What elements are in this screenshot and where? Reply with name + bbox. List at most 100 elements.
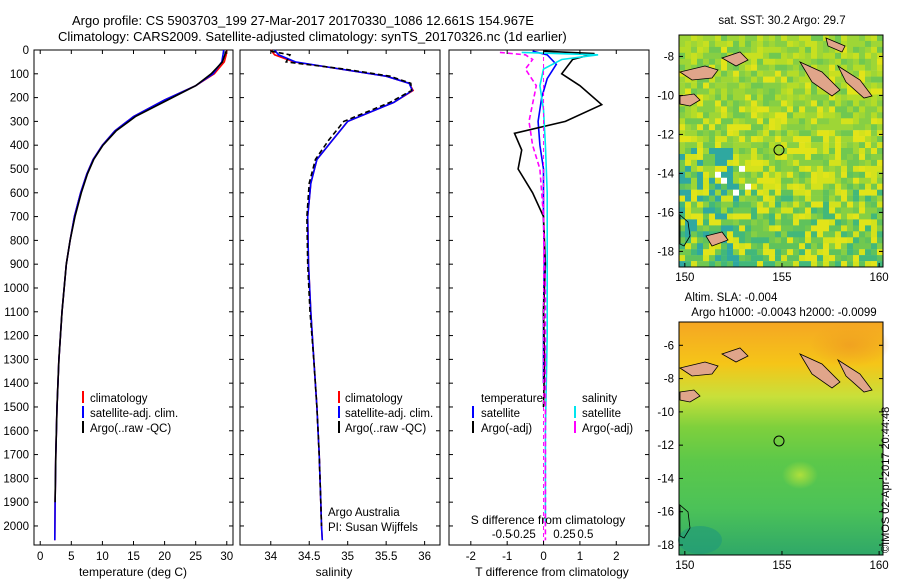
- temperature-legend: climatology satellite-adj. clim. Argo(..…: [82, 391, 178, 435]
- depth-tick-label: 1000: [3, 283, 29, 295]
- depth-tick-label: 700: [10, 212, 29, 224]
- x-tick-label: 10: [96, 551, 109, 563]
- island-outline: [679, 93, 701, 107]
- lat-tick-label: -6: [664, 340, 674, 352]
- argo-profile-marker: [773, 435, 785, 447]
- depth-tick-label: 900: [10, 259, 29, 271]
- depth-axis-ticks: 0 100 200 300 400 500 600 700 800 900 1000 1100 1200…: [3, 45, 233, 533]
- depth-tick-label: 1800: [3, 473, 29, 485]
- island-outline: [825, 37, 846, 53]
- temperature-panel: 0100200300400500600700800900100011001200…: [3, 45, 234, 579]
- lat-tick-label: -10: [657, 90, 674, 102]
- depth-tick-label: 1400: [3, 378, 29, 390]
- x-tick-label: -1: [502, 551, 512, 563]
- depth-tick-label: 100: [10, 69, 29, 81]
- legend-label-satellite: satellite-adj. clim.: [90, 408, 178, 420]
- legend-label-temp-argo: Argo(-adj): [481, 423, 532, 435]
- australia-coast: [679, 214, 691, 247]
- x-tick-label: 1: [577, 551, 583, 563]
- x-tick-label: 5: [68, 551, 74, 563]
- coastlines: [679, 37, 873, 247]
- salinity-difference-tick-label: 0.5: [577, 529, 593, 541]
- sst-map: sat. SST: 30.2 Argo: 29.7 -8 -10 -12 -14 -16…: [657, 15, 888, 284]
- imos-timestamp: ©IMOS 02-Apr-2017 20:44:48: [880, 406, 892, 553]
- series-line-salinity-argo-adj-: [499, 51, 547, 541]
- depth-tick-label: 500: [10, 164, 29, 176]
- island-outline: [679, 65, 719, 81]
- lat-tick-label: -12: [657, 440, 674, 452]
- lat-tick-label: -16: [657, 207, 674, 219]
- legend-label-temp-satellite: satellite: [481, 408, 520, 420]
- difference-depth-ticks: [449, 49, 649, 527]
- lat-tick-label: -10: [657, 407, 674, 419]
- salinity-difference-axis-label: S difference from climatology: [471, 513, 626, 527]
- x-tick-label: 15: [127, 551, 140, 563]
- x-tick-label: 36: [418, 551, 431, 563]
- lat-tick-label: -16: [657, 507, 674, 519]
- depth-tick-label: 1700: [3, 450, 29, 462]
- island-outline: [721, 347, 749, 363]
- depth-tick-label: 1500: [3, 402, 29, 414]
- sla-anomaly-patch: [782, 461, 818, 489]
- series-line-temperature-argo-adj-: [513, 50, 604, 408]
- lon-tick-label: 160: [870, 560, 889, 572]
- lat-tick-label: -8: [664, 51, 674, 63]
- x-tick-label: 25: [189, 551, 202, 563]
- salinity-panel: 34 34.5 35 35.5 36 salinity climatology sate…: [239, 49, 441, 579]
- depth-tick-label: 1600: [3, 426, 29, 438]
- annotation-pi: PI: Susan Wijffels: [328, 522, 418, 534]
- x-tick-label: 30: [220, 551, 233, 563]
- figure-title-line-1: Argo profile: CS 5903703_199 27-Mar-2017…: [72, 13, 534, 28]
- series-line-argo-raw-qc-: [270, 50, 413, 527]
- salinity-legend: climatology satellite-adj. clim. Argo(..…: [338, 391, 433, 435]
- x-tick-label: -2: [466, 551, 476, 563]
- x-tick-label: 0: [37, 551, 43, 563]
- temperature-difference-axis-label: T difference from climatology: [475, 565, 629, 579]
- legend-label-argo: Argo(..raw -QC): [345, 423, 426, 435]
- depth-tick-label: 400: [10, 140, 29, 152]
- island-outline: [679, 361, 719, 377]
- island-outline: [679, 389, 701, 403]
- series-line-salinity-satellite: [521, 51, 599, 526]
- sla-anomaly-patch: [678, 526, 722, 554]
- temperature-axis-ticks: 0 5 10 15 20 25 30: [37, 50, 233, 563]
- sla-lat-ticks: -6 -8 -10 -12 -14 -16 -18: [657, 340, 883, 552]
- lon-tick-label: 155: [772, 560, 791, 572]
- salinity-difference-ticks: -0.5-0.25 0.25 0.5: [492, 529, 594, 541]
- legend-label-satellite: satellite-adj. clim.: [345, 408, 433, 420]
- lat-tick-label: -18: [657, 540, 674, 552]
- sla-map: Altim. SLA: -0.004 Argo h1000: -0.0043 h…: [657, 292, 890, 572]
- legend-label-climatology: climatology: [90, 393, 148, 405]
- depth-tick-label: 0: [23, 45, 29, 57]
- x-tick-label: 20: [158, 551, 171, 563]
- temperature-series-group: [54, 49, 228, 541]
- depth-tick-label: 1200: [3, 331, 29, 343]
- difference-plot-frame: [448, 49, 650, 546]
- legend-heading-temperature: temperature: [481, 393, 543, 405]
- salinity-axis-ticks: 34 34.5 35 35.5 36: [264, 50, 431, 563]
- lat-tick-label: -14: [657, 168, 674, 180]
- temperature-plot-frame: [33, 49, 234, 546]
- sla-map-title: Altim. SLA: -0.004: [685, 292, 778, 304]
- figure-title-line-2: Climatology: CARS2009. Satellite-adjuste…: [58, 29, 567, 44]
- legend-label-climatology: climatology: [345, 393, 403, 405]
- salinity-plot-frame: [239, 49, 441, 546]
- x-tick-label: 35: [341, 551, 354, 563]
- island-outline: [705, 231, 729, 247]
- lon-tick-label: 155: [772, 272, 791, 284]
- legend-label-sal-satellite: satellite: [582, 408, 621, 420]
- depth-tick-label: 1900: [3, 497, 29, 509]
- depth-tick-label: 2000: [3, 521, 29, 533]
- island-outline: [721, 51, 749, 67]
- lon-tick-label: 150: [675, 560, 694, 572]
- x-tick-label: 34.5: [298, 551, 320, 563]
- depth-tick-label: 1100: [4, 307, 29, 319]
- depth-tick-label: 300: [10, 116, 29, 128]
- x-tick-label: 35.5: [375, 551, 397, 563]
- sst-map-title: sat. SST: 30.2 Argo: 29.7: [718, 15, 845, 27]
- series-line-argo-raw-qc-: [54, 51, 227, 503]
- temperature-axis-label: temperature (deg C): [79, 565, 187, 579]
- salinity-axis-label: salinity: [316, 565, 353, 579]
- coastlines: [679, 347, 873, 403]
- salinity-difference-tick-label: -0.25: [510, 529, 536, 541]
